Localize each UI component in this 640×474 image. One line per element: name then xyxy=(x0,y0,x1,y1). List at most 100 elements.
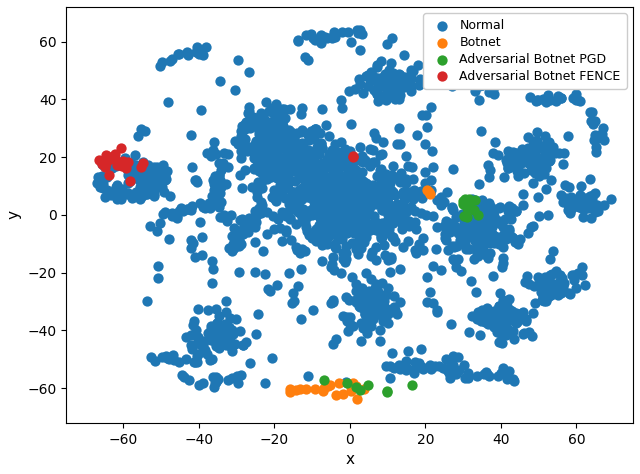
Normal xyxy=(481,210,492,217)
Normal xyxy=(545,96,555,103)
Normal xyxy=(225,331,236,339)
Normal xyxy=(216,160,226,168)
Normal xyxy=(212,319,223,327)
Adversarial Botnet PGD xyxy=(461,199,471,206)
Normal xyxy=(484,173,494,181)
Normal xyxy=(343,201,353,208)
Normal xyxy=(477,81,487,89)
Normal xyxy=(207,279,217,287)
Normal xyxy=(484,199,494,207)
Botnet xyxy=(351,383,362,391)
Normal xyxy=(280,156,291,164)
Normal xyxy=(431,308,442,316)
Normal xyxy=(385,84,396,92)
Normal xyxy=(321,199,332,207)
Normal xyxy=(452,229,463,237)
Normal xyxy=(272,145,282,152)
Normal xyxy=(289,133,300,140)
Normal xyxy=(328,169,339,177)
Normal xyxy=(138,158,148,165)
Normal xyxy=(360,310,370,318)
Normal xyxy=(513,154,524,161)
Normal xyxy=(400,210,410,217)
Normal xyxy=(479,58,490,65)
Normal xyxy=(297,246,307,253)
Normal xyxy=(144,182,154,190)
Normal xyxy=(482,69,492,76)
Normal xyxy=(379,190,389,197)
Normal xyxy=(317,144,328,152)
Normal xyxy=(488,68,498,76)
Normal xyxy=(446,360,456,368)
Normal xyxy=(167,55,177,63)
Normal xyxy=(424,188,434,195)
Normal xyxy=(329,157,339,164)
Normal xyxy=(331,170,341,178)
Normal xyxy=(285,206,295,213)
Normal xyxy=(541,297,551,305)
Normal xyxy=(261,124,271,131)
Normal xyxy=(477,239,488,247)
Normal xyxy=(403,207,413,215)
Normal xyxy=(214,159,224,167)
Normal xyxy=(342,199,353,207)
Normal xyxy=(472,315,482,323)
Normal xyxy=(509,335,520,343)
Normal xyxy=(251,330,261,338)
Normal xyxy=(507,205,517,212)
Normal xyxy=(473,228,483,236)
Normal xyxy=(534,172,544,180)
Normal xyxy=(349,177,359,185)
Normal xyxy=(353,215,364,222)
Normal xyxy=(152,228,163,235)
Normal xyxy=(131,188,141,196)
Normal xyxy=(399,204,410,211)
Normal xyxy=(296,315,307,322)
Normal xyxy=(314,221,324,228)
Normal xyxy=(376,234,386,241)
Normal xyxy=(308,171,318,178)
Normal xyxy=(316,232,326,240)
Normal xyxy=(257,184,267,192)
Normal xyxy=(271,135,281,142)
Normal xyxy=(350,190,360,197)
Normal xyxy=(269,130,280,137)
Adversarial Botnet FENCE xyxy=(114,162,124,169)
Normal xyxy=(159,189,169,196)
Normal xyxy=(310,192,320,200)
Normal xyxy=(335,198,345,205)
Normal xyxy=(300,219,310,227)
Normal xyxy=(485,239,495,247)
Normal xyxy=(207,356,218,363)
Normal xyxy=(168,351,178,359)
Normal xyxy=(591,148,602,155)
Normal xyxy=(268,144,278,151)
Normal xyxy=(390,82,401,90)
Normal xyxy=(472,309,483,316)
Normal xyxy=(279,179,289,186)
Normal xyxy=(350,155,360,163)
Normal xyxy=(320,164,330,172)
Normal xyxy=(184,376,194,383)
Normal xyxy=(456,267,466,275)
Normal xyxy=(326,198,336,206)
Normal xyxy=(342,151,353,158)
Normal xyxy=(418,234,428,242)
Normal xyxy=(112,181,122,189)
Normal xyxy=(182,48,192,56)
Normal xyxy=(357,168,367,176)
Normal xyxy=(482,64,492,72)
Normal xyxy=(193,350,203,357)
Normal xyxy=(412,131,422,139)
Normal xyxy=(287,165,297,173)
Normal xyxy=(195,200,205,207)
Normal xyxy=(216,166,226,174)
Normal xyxy=(461,226,472,233)
Normal xyxy=(320,33,330,41)
Normal xyxy=(210,333,220,341)
Normal xyxy=(550,150,561,157)
Normal xyxy=(262,160,272,167)
Normal xyxy=(477,306,487,314)
Normal xyxy=(198,380,208,387)
Normal xyxy=(284,131,294,139)
